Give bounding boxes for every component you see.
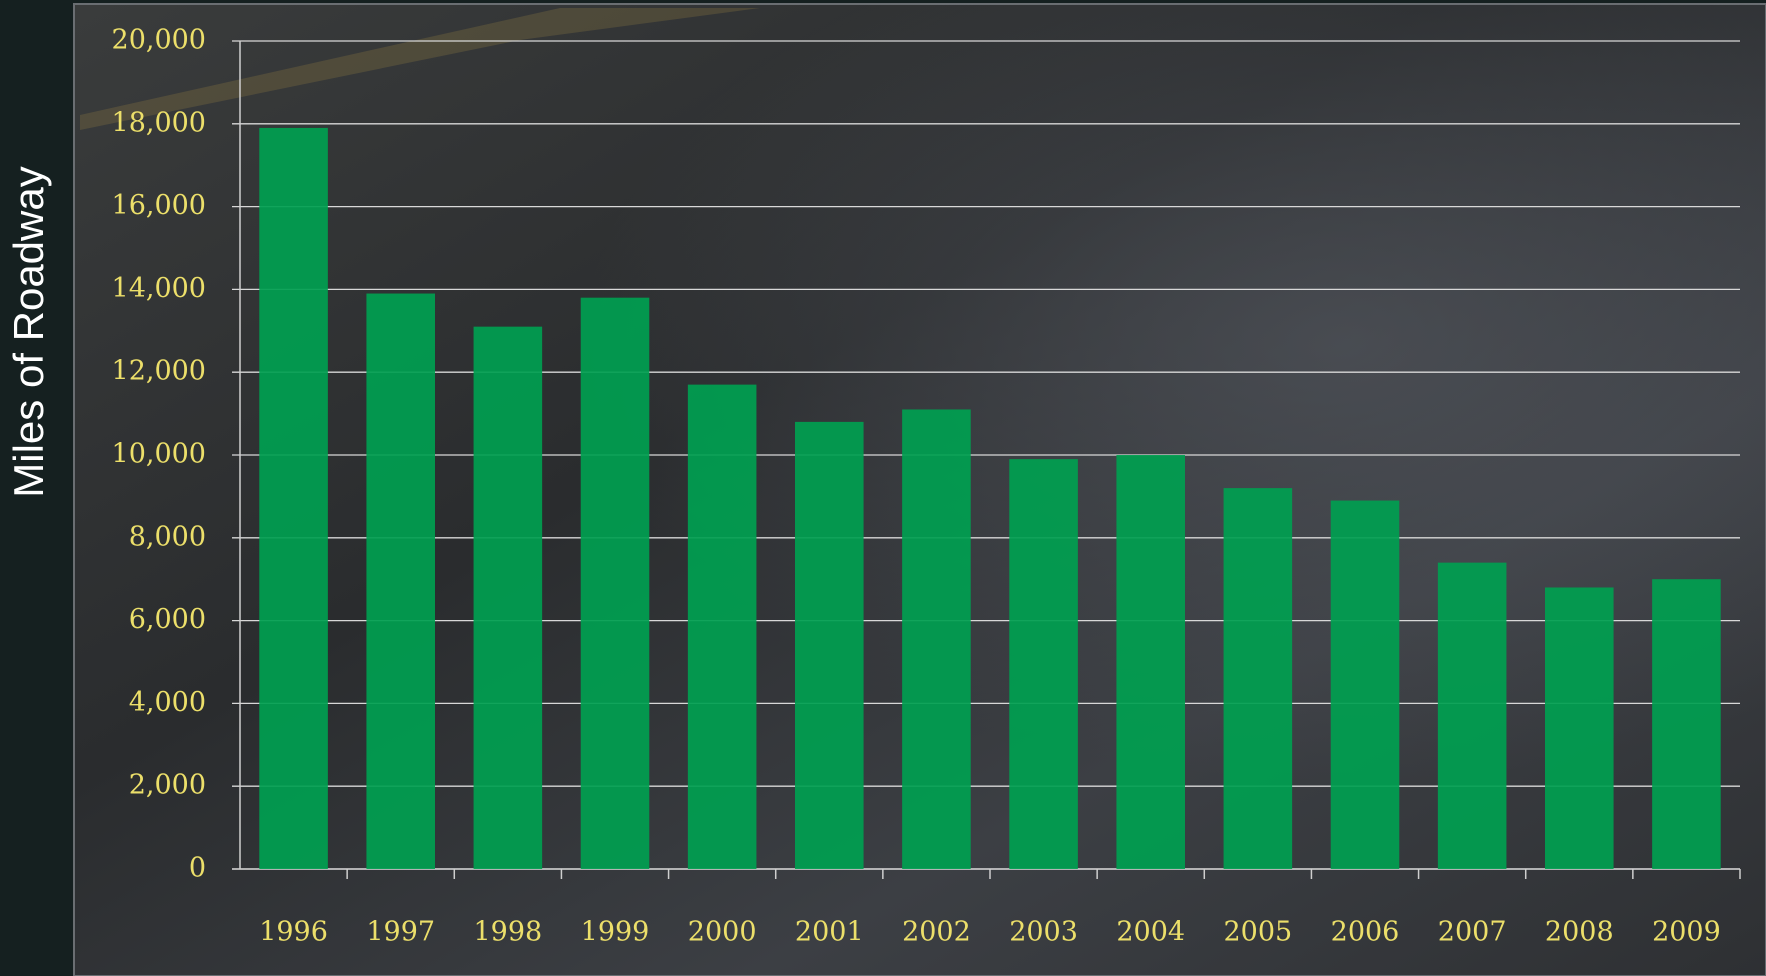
x-tick-label: 2004 xyxy=(1116,917,1185,948)
x-tick-label: 1997 xyxy=(366,917,435,948)
bar xyxy=(1223,488,1293,869)
bar xyxy=(473,326,543,869)
bar xyxy=(1009,459,1078,869)
bar xyxy=(1545,587,1614,869)
bar xyxy=(259,127,328,869)
bar xyxy=(795,421,864,869)
bar xyxy=(1116,455,1185,869)
x-tick-label: 2005 xyxy=(1223,917,1292,948)
bar xyxy=(1330,500,1400,869)
x-tick-label: 2006 xyxy=(1331,917,1400,948)
x-tick-label: 2007 xyxy=(1438,917,1507,948)
y-axis-label: Miles of Roadway xyxy=(5,166,52,497)
bar xyxy=(902,409,971,869)
x-tick-label: 2001 xyxy=(795,917,864,948)
bar xyxy=(1437,562,1507,869)
y-tick-label: 4,000 xyxy=(129,687,206,718)
y-tick-label: 20,000 xyxy=(112,25,206,56)
x-tick-label: 2000 xyxy=(688,917,757,948)
y-tick-label: 8,000 xyxy=(129,521,206,552)
bar xyxy=(366,293,435,869)
side-band xyxy=(0,0,74,976)
y-tick-label: 16,000 xyxy=(112,190,206,221)
x-tick-label: 1999 xyxy=(581,917,650,948)
x-tick-label: 2003 xyxy=(1009,917,1078,948)
x-tick-label: 2002 xyxy=(902,917,971,948)
x-tick-label: 1996 xyxy=(259,917,328,948)
y-tick-label: 12,000 xyxy=(112,356,206,387)
bar xyxy=(687,384,757,869)
y-tick-label: 10,000 xyxy=(112,439,206,470)
x-tick-label: 2009 xyxy=(1652,917,1721,948)
y-tick-label: 18,000 xyxy=(112,107,206,138)
bar xyxy=(1652,579,1721,869)
y-tick-label: 2,000 xyxy=(129,770,206,801)
bar xyxy=(580,297,650,869)
x-tick-label: 2008 xyxy=(1545,917,1614,948)
y-tick-label: 6,000 xyxy=(129,604,206,635)
y-tick-label: 0 xyxy=(189,853,206,884)
x-tick-label: 1998 xyxy=(473,917,542,948)
y-tick-label: 14,000 xyxy=(112,273,206,304)
